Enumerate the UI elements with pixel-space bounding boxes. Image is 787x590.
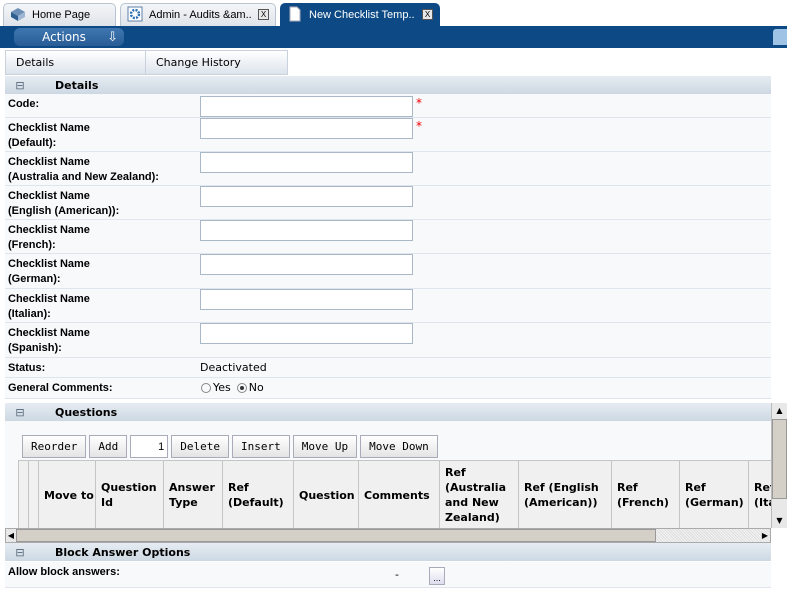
yes-radio[interactable] [201,382,211,393]
column-header[interactable]: Answer Type [164,461,223,528]
field-input[interactable] [200,289,413,310]
vertical-scrollbar[interactable]: ▲ ▼ [771,403,787,528]
allow-block-answers-row: Allow block answers: - ... [5,562,771,588]
status-value: Deactivated [200,361,267,374]
field-input[interactable] [200,152,413,173]
column-header[interactable]: Question [294,461,359,528]
add-count-input[interactable] [130,435,169,458]
reorder-button[interactable]: Reorder [22,435,87,458]
general-comments-row: General Comments: Yes No [5,378,771,399]
column-header[interactable] [19,461,29,528]
collapse-icon[interactable]: ⊟ [15,78,25,92]
horizontal-scrollbar[interactable]: ◀ ▶ [5,528,771,543]
scroll-left-icon[interactable]: ◀ [7,531,15,540]
scroll-up-icon[interactable]: ▲ [776,406,783,415]
field-row: Checklist Name (German): [5,254,771,289]
column-header[interactable]: Ref (Default) [223,461,294,528]
required-mark: * [416,96,422,110]
field-row: Checklist Name (Italian): [5,289,771,323]
required-mark: * [416,119,422,133]
collapse-icon[interactable]: ⊟ [15,545,25,559]
field-input[interactable] [200,254,413,275]
scroll-thumb[interactable] [16,529,656,542]
no-radio[interactable] [236,382,247,393]
tab-1[interactable]: Admin - Audits &am.. X [120,3,276,26]
close-icon[interactable]: X [422,9,433,20]
add-button[interactable]: Add [89,435,128,458]
close-icon[interactable]: X [258,9,269,20]
home-icon [10,6,32,25]
allow-block-answers-value: - [395,568,399,581]
corner-icon [773,29,787,45]
field-input[interactable] [200,96,413,117]
field-row: Code: * [5,94,771,118]
arrow-down-icon: ⇩ [107,29,118,45]
tab-0[interactable]: Home Page [3,3,116,26]
tab-change-history[interactable]: Change History [146,50,288,75]
field-row: Checklist Name (French): [5,220,771,254]
field-row: Checklist Name (Australia and New Zealan… [5,152,771,186]
column-header[interactable] [29,461,39,528]
scroll-thumb[interactable] [772,419,787,499]
field-row: Checklist Name (English (American)): [5,186,771,220]
field-input[interactable] [200,186,413,207]
block-answer-section-header[interactable]: ⊟ Block Answer Options [5,543,771,561]
subtab-bar: Details Change History [5,50,288,75]
column-header[interactable]: Ref (German) [680,461,749,528]
column-header[interactable]: Ref (French) [612,461,680,528]
questions-grid-header: Move to Question Id Answer Type Ref (Defaul… [18,460,771,528]
lookup-button[interactable]: ... [429,567,445,585]
field-row: Checklist Name (Default): * [5,118,771,152]
questions-section-header[interactable]: ⊟ Questions [5,403,771,421]
collapse-icon[interactable]: ⊟ [15,405,25,419]
move-down-button[interactable]: Move Down [360,435,438,458]
field-input[interactable] [200,118,413,139]
scroll-down-icon[interactable]: ▼ [776,516,783,525]
field-row: Checklist Name (Spanish): [5,323,771,358]
field-input[interactable] [200,220,413,241]
column-header[interactable]: Question Id [96,461,164,528]
scroll-right-icon[interactable]: ▶ [761,531,768,540]
tab-2[interactable]: New Checklist Temp.. X [280,3,440,26]
column-header[interactable]: Comments [359,461,440,528]
actions-button[interactable]: Actions ⇩ [14,28,124,46]
status-row: Status: Deactivated [5,358,771,378]
delete-button[interactable]: Delete [171,435,229,458]
document-icon [287,6,309,25]
column-header[interactable]: Ref (Ital [749,461,771,528]
column-header[interactable]: Ref (English (American)) [519,461,612,528]
column-header[interactable]: Move to [39,461,96,528]
details-section-header[interactable]: ⊟ Details [5,76,771,94]
field-input[interactable] [200,323,413,344]
column-header[interactable]: Ref (Australia and New Zealand) [440,461,519,528]
toolbar: Actions ⇩ [0,26,787,48]
gear-icon [127,6,149,25]
insert-button[interactable]: Insert [231,435,290,458]
tab-details[interactable]: Details [5,50,146,75]
move-up-button[interactable]: Move Up [292,435,358,458]
